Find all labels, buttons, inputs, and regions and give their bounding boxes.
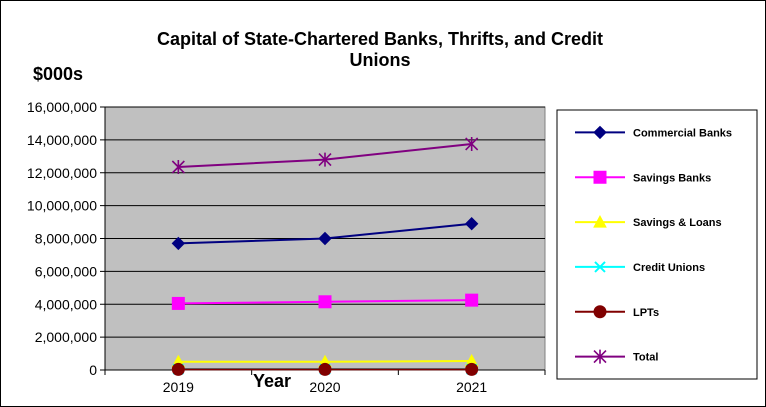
legend-swatch-marker (593, 170, 607, 184)
legend-item-commercial-banks: Commercial Banks (575, 125, 732, 140)
x-axis-ticks: 2019 2020 2021 (104, 370, 546, 395)
legend-items: Commercial Banks Savings Banks Savings & L… (575, 125, 732, 364)
data-point-lpts (171, 362, 185, 376)
y-tick-label: 6,000,000 (35, 263, 97, 279)
legend-label: LPTs (633, 307, 659, 319)
y-tick-label: 0 (89, 362, 97, 378)
x-axis-label: Year (253, 371, 291, 391)
legend-item-savings-banks: Savings Banks (575, 170, 711, 184)
legend-label: Commercial Banks (633, 127, 732, 139)
y-tick-label: 10,000,000 (27, 198, 97, 214)
y-tick-label: 4,000,000 (35, 296, 97, 312)
plot-area: 0 2,000,000 4,000,000 6,000,000 8,000,000 10,… (27, 99, 546, 395)
legend-swatch-marker (594, 261, 606, 273)
y-tick-label: 8,000,000 (35, 231, 97, 247)
legend-label: Savings Banks (633, 172, 711, 184)
legend-label: Credit Unions (633, 262, 705, 274)
legend-label: Savings & Loans (633, 217, 722, 229)
data-point-savings-banks (318, 295, 332, 309)
chart-title-line-1: Capital of State-Chartered Banks, Thrift… (157, 29, 603, 49)
legend-swatch-marker (593, 215, 607, 228)
data-point-lpts (318, 362, 332, 376)
legend-item-credit-unions: Credit Unions (575, 261, 705, 274)
y-axis-ticks: 0 2,000,000 4,000,000 6,000,000 8,000,000 10,… (27, 99, 545, 378)
legend-item-savings-loans: Savings & Loans (575, 215, 722, 229)
data-point-commercial-banks (171, 236, 186, 251)
data-point-lpts (465, 362, 479, 376)
x-tick-label: 2019 (163, 379, 194, 395)
legend-item-total: Total (575, 349, 658, 364)
x-tick-label: 2020 (309, 379, 340, 395)
data-point-total (318, 152, 332, 167)
y-tick-label: 14,000,000 (27, 132, 97, 148)
y-tick-label: 2,000,000 (35, 329, 97, 345)
y-tick-label: 12,000,000 (27, 165, 97, 181)
x-tick-label: 2021 (456, 379, 487, 395)
data-point-commercial-banks (318, 231, 332, 246)
data-point-savings-banks (465, 293, 479, 307)
legend-swatch-marker (593, 305, 607, 319)
legend-label: Total (633, 352, 658, 364)
legend-swatch-marker (593, 125, 607, 140)
data-point-total (171, 159, 185, 174)
chart-title-line-2: Unions (350, 50, 411, 70)
series-markers (171, 136, 479, 376)
legend: Commercial Banks Savings Banks Savings & L… (556, 109, 758, 380)
legend-box (556, 109, 758, 380)
data-point-commercial-banks (464, 216, 479, 231)
data-point-total (465, 136, 479, 151)
data-point-savings-banks (171, 296, 185, 310)
legend-item-lpts: LPTs (575, 305, 659, 319)
y-tick-label: 16,000,000 (27, 99, 97, 115)
legend-swatch-marker (593, 349, 607, 364)
y-axis-label: $000s (33, 64, 83, 84)
